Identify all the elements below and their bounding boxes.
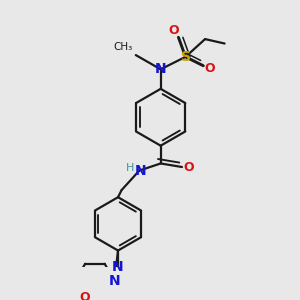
Text: O: O [80,291,91,300]
Text: O: O [204,62,215,75]
Text: N: N [109,274,120,288]
Text: O: O [169,24,179,37]
Text: CH₃: CH₃ [114,42,133,52]
Text: N: N [112,260,124,274]
Text: O: O [184,160,194,173]
Text: S: S [181,50,190,64]
Text: H: H [126,163,134,173]
Text: N: N [155,62,167,76]
Text: N: N [134,164,146,178]
